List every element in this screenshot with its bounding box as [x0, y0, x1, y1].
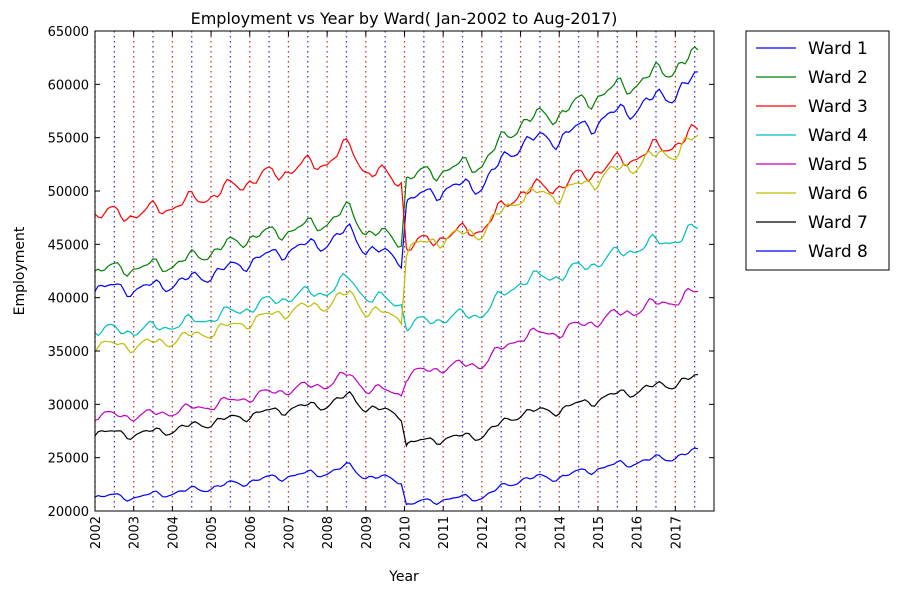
x-tick-label: 2009	[360, 516, 375, 549]
y-tick-label: 25000	[48, 452, 89, 467]
x-tick-label: 2007	[282, 516, 297, 549]
x-tick-label: 2005	[205, 516, 220, 549]
x-tick-label: 2008	[321, 516, 336, 549]
x-tick-label: 2003	[128, 516, 143, 549]
series-line-ward-3	[94, 123, 699, 251]
reference-lines	[94, 31, 696, 511]
x-tick-label: 2017	[669, 516, 684, 549]
x-axis: 2002 2003 2004 2005 2006 2007 2008 2009 2010 2011…	[89, 31, 684, 549]
legend-label: Ward 4	[808, 126, 868, 146]
y-tick-label: 60000	[48, 78, 89, 93]
y-tick-label: 55000	[48, 132, 89, 147]
y-axis-label: Employment	[12, 226, 28, 315]
chart-title: Employment vs Year by Ward( Jan-2002 to …	[191, 9, 618, 28]
legend-label: Ward 5	[808, 155, 868, 175]
x-tick-label: 2004	[166, 516, 181, 549]
series-line-ward-4	[94, 223, 699, 337]
x-tick-label: 2002	[89, 516, 104, 549]
y-axis: 20000 25000 30000 35000 40000 45000 50000 55000…	[48, 25, 714, 520]
x-tick-label: 2013	[515, 516, 530, 549]
legend-label: Ward 1	[808, 39, 868, 59]
y-tick-label: 40000	[48, 292, 89, 307]
x-tick-label: 2006	[244, 516, 259, 549]
x-tick-label: 2014	[553, 516, 568, 549]
legend-label: Ward 7	[808, 213, 868, 233]
y-tick-label: 35000	[48, 345, 89, 360]
series-line-ward-5	[94, 287, 698, 422]
y-tick-label: 45000	[48, 238, 89, 253]
x-tick-label: 2012	[476, 516, 491, 549]
y-tick-label: 20000	[48, 505, 89, 520]
x-tick-label: 2010	[399, 516, 414, 549]
x-tick-label: 2015	[592, 516, 607, 549]
series-layer	[94, 46, 699, 506]
legend-label: Ward 6	[808, 184, 868, 204]
x-tick-label: 2016	[631, 516, 646, 549]
series-line-ward-6	[94, 134, 699, 354]
series-line-ward-7	[94, 373, 698, 448]
y-tick-label: 65000	[48, 25, 89, 40]
legend-label: Ward 8	[808, 242, 868, 262]
legend-label: Ward 2	[808, 68, 868, 88]
y-tick-label: 50000	[48, 185, 89, 200]
y-tick-label: 30000	[48, 398, 89, 413]
x-tick-label: 2011	[437, 516, 452, 549]
series-line-ward-8	[94, 447, 699, 506]
series-line-ward-1	[94, 71, 698, 298]
series-line-ward-2	[94, 46, 699, 277]
legend-box	[745, 30, 890, 271]
legend: Ward 1 Ward 2 Ward 3 Ward 4 Ward 5 Ward 6 Ward…	[745, 30, 890, 271]
legend-label: Ward 3	[808, 97, 868, 117]
x-axis-label: Year	[388, 569, 419, 585]
